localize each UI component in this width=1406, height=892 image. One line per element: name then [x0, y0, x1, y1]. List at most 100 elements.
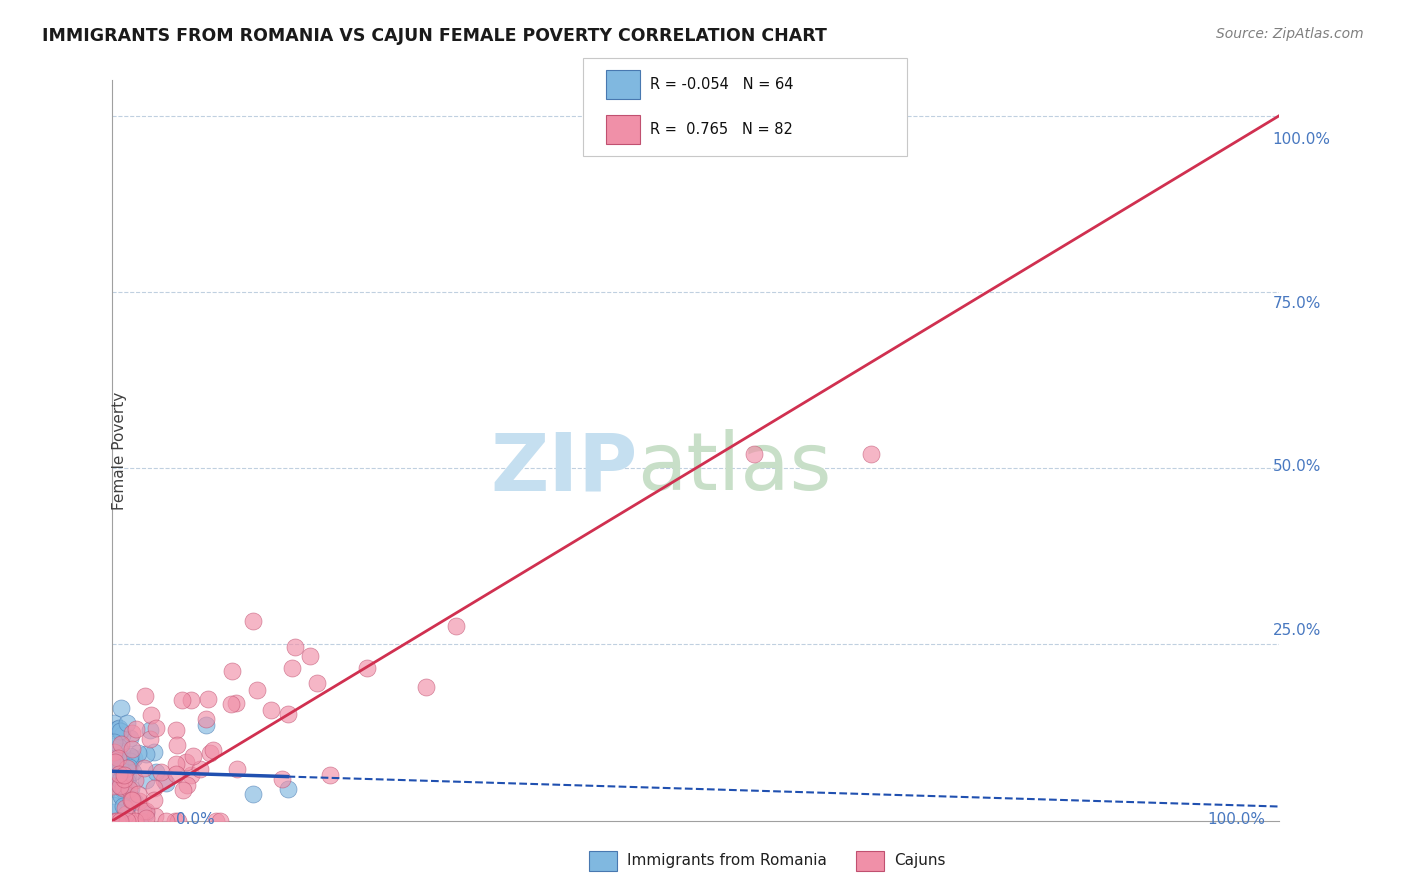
- Point: [104, 814, 127, 828]
- Point: [110, 789, 132, 803]
- Point: [107, 750, 129, 764]
- Point: [112, 772, 135, 787]
- Point: [153, 772, 176, 787]
- Point: [174, 755, 197, 769]
- Point: [221, 664, 243, 678]
- Text: 100.0%: 100.0%: [1208, 812, 1265, 827]
- Point: [115, 806, 138, 821]
- Point: [260, 703, 283, 717]
- Text: ZIP: ZIP: [491, 429, 638, 507]
- Point: [110, 746, 132, 760]
- Point: [150, 764, 173, 779]
- Point: [280, 661, 302, 675]
- Point: [194, 718, 217, 732]
- Point: [101, 756, 124, 770]
- Point: [444, 618, 467, 632]
- Point: [124, 795, 146, 809]
- Point: [242, 787, 264, 801]
- Point: [110, 781, 132, 796]
- Point: [277, 706, 299, 721]
- Point: [112, 814, 135, 828]
- Point: [111, 778, 134, 792]
- Point: [108, 772, 131, 787]
- Point: [135, 805, 157, 820]
- Point: [112, 783, 135, 797]
- Point: [111, 781, 134, 796]
- Point: [110, 723, 132, 738]
- Point: [108, 767, 131, 781]
- Point: [118, 759, 141, 773]
- Point: [307, 676, 329, 690]
- Point: [145, 809, 167, 823]
- Point: [132, 761, 155, 775]
- Point: [124, 814, 146, 828]
- Point: [319, 768, 342, 782]
- Text: IMMIGRANTS FROM ROMANIA VS CAJUN FEMALE POVERTY CORRELATION CHART: IMMIGRANTS FROM ROMANIA VS CAJUN FEMALE …: [42, 27, 827, 45]
- Point: [117, 798, 139, 813]
- Point: [111, 753, 134, 767]
- Point: [139, 723, 162, 737]
- Point: [103, 779, 125, 793]
- Point: [104, 761, 127, 775]
- Point: [110, 780, 132, 794]
- Point: [270, 772, 292, 786]
- Point: [112, 814, 135, 828]
- Point: [143, 780, 166, 795]
- Point: [107, 766, 129, 780]
- Point: [110, 814, 132, 828]
- Point: [155, 776, 177, 790]
- Point: [299, 648, 322, 663]
- Point: [110, 738, 132, 752]
- Point: [225, 762, 247, 776]
- Text: 75.0%: 75.0%: [1272, 296, 1320, 310]
- Point: [118, 748, 141, 763]
- Point: [165, 757, 187, 772]
- Point: [108, 754, 131, 768]
- Point: [120, 731, 142, 746]
- Point: [120, 793, 142, 807]
- Point: [135, 773, 157, 788]
- Point: [117, 774, 139, 789]
- Point: [127, 787, 149, 801]
- Point: [110, 700, 132, 714]
- Point: [209, 814, 232, 828]
- Point: [121, 791, 143, 805]
- Point: [198, 746, 221, 760]
- Text: Source: ZipAtlas.com: Source: ZipAtlas.com: [1216, 27, 1364, 41]
- Point: [108, 724, 131, 739]
- Point: [132, 804, 155, 818]
- Point: [108, 722, 131, 736]
- Text: 50.0%: 50.0%: [1272, 459, 1320, 475]
- Point: [105, 766, 128, 780]
- Point: [111, 767, 134, 781]
- Point: [108, 749, 131, 764]
- Text: 100.0%: 100.0%: [1272, 132, 1330, 147]
- Text: Cajuns: Cajuns: [894, 854, 946, 868]
- Point: [105, 722, 128, 736]
- Point: [121, 741, 143, 756]
- Point: [201, 743, 224, 757]
- Point: [110, 767, 132, 781]
- Point: [242, 614, 264, 628]
- Point: [101, 770, 124, 784]
- Point: [103, 745, 125, 759]
- Point: [197, 692, 219, 706]
- Point: [114, 756, 136, 770]
- Point: [183, 749, 205, 764]
- Point: [135, 804, 157, 818]
- Point: [108, 778, 131, 792]
- Point: [105, 770, 128, 784]
- Point: [103, 739, 125, 753]
- Point: [180, 768, 202, 782]
- Point: [115, 716, 138, 731]
- Point: [118, 781, 141, 796]
- Point: [860, 447, 883, 461]
- Point: [225, 696, 247, 710]
- Point: [166, 738, 188, 752]
- Point: [105, 775, 128, 789]
- Point: [221, 697, 243, 711]
- Point: [103, 805, 125, 819]
- Point: [121, 726, 143, 740]
- Point: [165, 767, 187, 781]
- Point: [104, 750, 127, 764]
